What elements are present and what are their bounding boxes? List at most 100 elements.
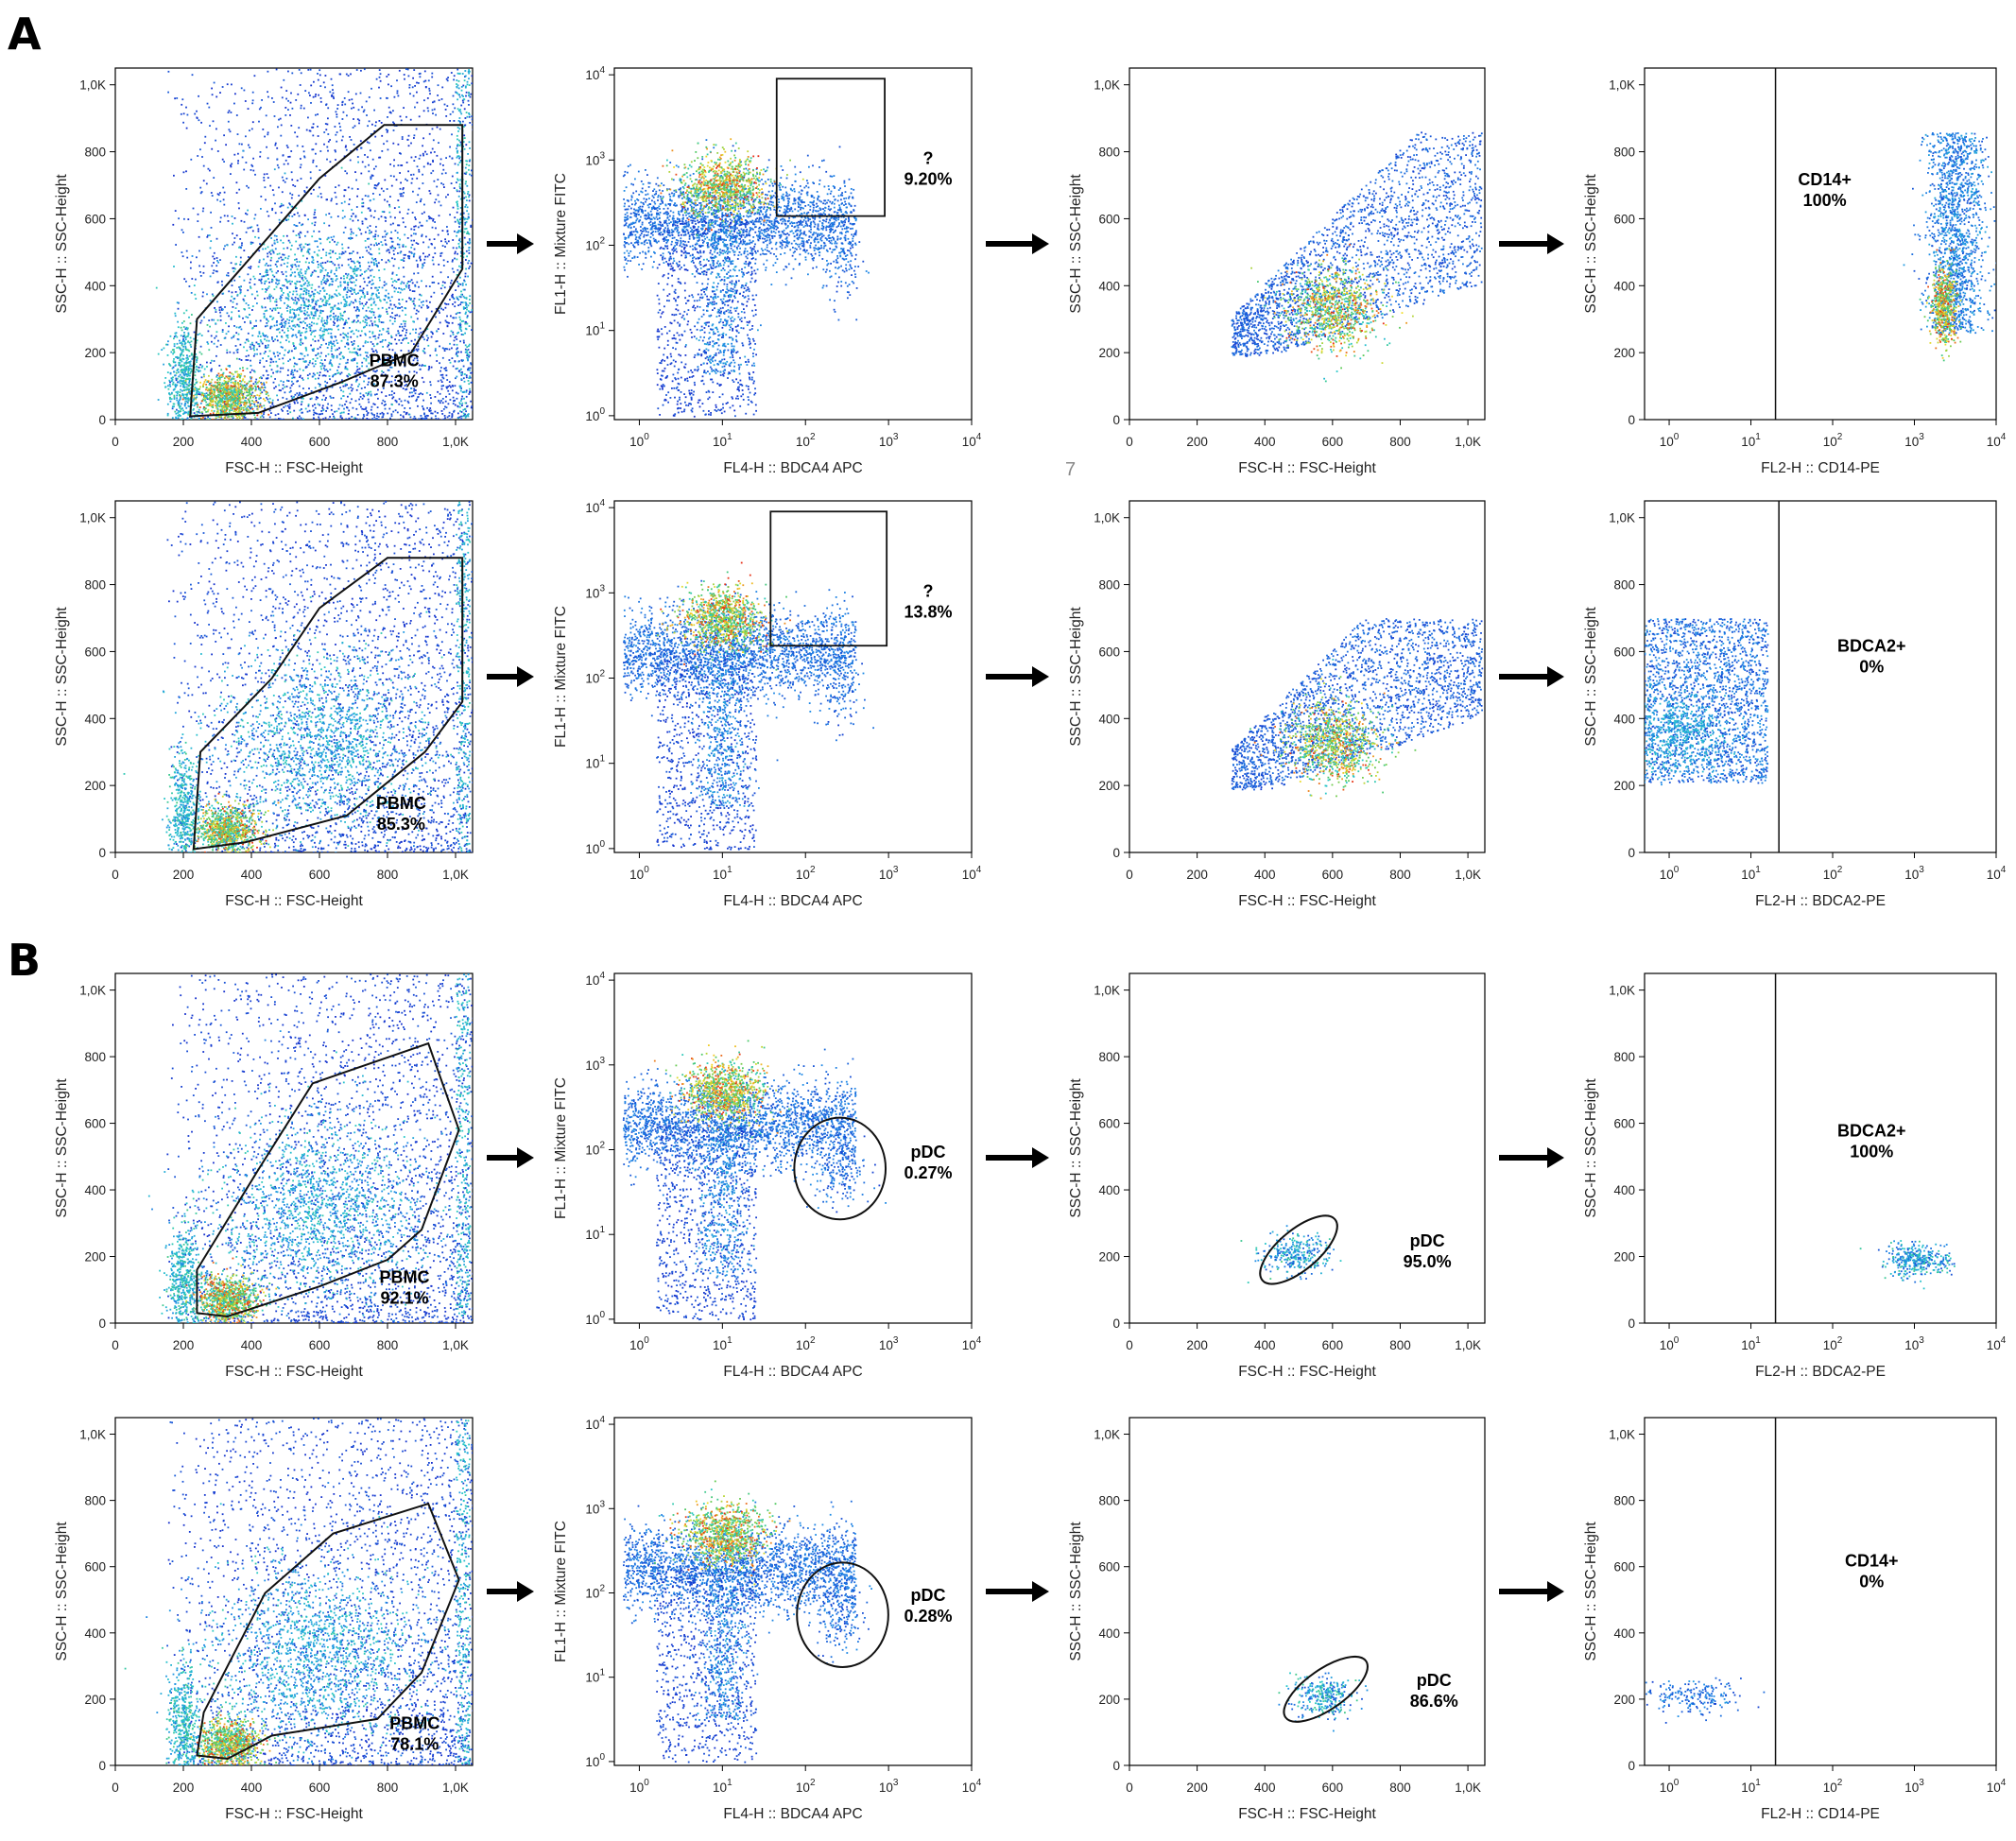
y-tick-label: 1,0K xyxy=(1609,511,1635,525)
x-tick-label: 100 xyxy=(629,1778,649,1795)
y-tick-label: 0 xyxy=(98,846,106,860)
gate-polygon xyxy=(189,124,464,418)
y-tick-label: 600 xyxy=(1098,212,1120,226)
y-tick-label: 0 xyxy=(1628,1759,1635,1773)
y-tick-label: 103 xyxy=(585,1056,605,1073)
x-tick-label: 100 xyxy=(629,432,649,449)
gate-annotation: 0% xyxy=(1859,1573,1884,1592)
gate-polygon xyxy=(196,1502,460,1761)
plot-A2-3: 0 200 400 600 800 1,0K 0 200 400 600 800 1,0K FSC-H … xyxy=(1068,500,1486,909)
gate-rectangle xyxy=(769,510,888,647)
gate-annotation: PBMC xyxy=(389,1713,439,1732)
y-tick-label: 600 xyxy=(1613,212,1635,226)
gate-annotation: CD14+ xyxy=(1798,170,1852,189)
gate-annotation: 9.20% xyxy=(905,169,953,188)
y-tick-label: 104 xyxy=(585,498,605,515)
arrow-icon xyxy=(1499,1147,1564,1168)
x-tick-label: 1,0K xyxy=(442,868,469,882)
gate-annotation: pDC xyxy=(1417,1671,1452,1690)
y-axis-label: FL1-H :: Mixture FITC xyxy=(553,606,569,748)
y-axis-label: SSC-H :: SSC-Height xyxy=(1583,1078,1599,1218)
gate-annotation: pDC xyxy=(911,1143,946,1161)
density-dots xyxy=(155,68,473,420)
x-axis-label: FSC-H :: FSC-Height xyxy=(1238,1364,1376,1380)
gate-annotation: PBMC xyxy=(370,351,420,370)
y-axis-label: SSC-H :: SSC-Height xyxy=(1068,174,1084,314)
panel-label-b: B xyxy=(8,935,41,986)
gate-annotation: 85.3% xyxy=(377,815,425,834)
y-tick-label: 0 xyxy=(1628,1316,1635,1331)
plot-frame xyxy=(613,67,973,421)
x-tick-label: 1,0K xyxy=(442,1781,469,1795)
y-tick-label: 101 xyxy=(585,1668,605,1685)
y-tick-label: 800 xyxy=(84,578,106,593)
x-tick-label: 100 xyxy=(1660,1335,1680,1352)
x-tick-label: 104 xyxy=(1987,865,2007,882)
y-tick-label: 800 xyxy=(84,1050,106,1064)
x-tick-label: 400 xyxy=(1254,435,1276,449)
gate-annotation: 78.1% xyxy=(390,1734,439,1753)
y-axis-label: SSC-H :: SSC-Height xyxy=(54,1522,70,1661)
x-axis-label: FL4-H :: BDCA4 APC xyxy=(723,460,862,476)
x-tick-label: 103 xyxy=(1904,1778,1924,1795)
y-tick-label: 800 xyxy=(1098,1494,1120,1508)
y-tick-label: 101 xyxy=(585,1225,605,1242)
x-tick-label: 100 xyxy=(1660,1778,1680,1795)
density-dots xyxy=(623,561,874,851)
gate-ellipse xyxy=(793,1116,887,1221)
y-tick-label: 102 xyxy=(585,236,605,253)
plot-A1-3: 0 200 400 600 800 1,0K 0 200 400 600 800 1,0K FSC-H … xyxy=(1068,67,1486,476)
y-tick-label: 800 xyxy=(1098,578,1120,593)
arrow-icon xyxy=(487,233,534,254)
x-tick-label: 100 xyxy=(629,1335,649,1352)
arrow-icon xyxy=(986,1581,1049,1602)
x-axis-label: FSC-H :: FSC-Height xyxy=(225,460,363,476)
x-tick-label: 102 xyxy=(1823,1335,1843,1352)
x-tick-label: 0 xyxy=(112,1781,119,1795)
y-tick-label: 0 xyxy=(98,413,106,427)
x-tick-label: 101 xyxy=(1741,865,1761,882)
gate-annotation: 86.6% xyxy=(1410,1692,1458,1711)
x-tick-label: 0 xyxy=(112,1338,119,1352)
x-tick-label: 100 xyxy=(629,865,649,882)
y-tick-label: 101 xyxy=(585,321,605,338)
x-tick-label: 101 xyxy=(1741,1778,1761,1795)
x-tick-label: 1,0K xyxy=(1455,1781,1481,1795)
x-tick-label: 600 xyxy=(1322,1338,1344,1352)
gate-ellipse xyxy=(796,1561,889,1668)
x-tick-label: 200 xyxy=(1186,1338,1208,1352)
x-tick-label: 101 xyxy=(713,1778,732,1795)
y-tick-label: 103 xyxy=(585,150,605,167)
arrow-icon xyxy=(986,666,1049,687)
y-tick-label: 400 xyxy=(84,712,106,726)
y-tick-label: 600 xyxy=(84,212,106,226)
x-tick-label: 102 xyxy=(796,1778,816,1795)
x-tick-label: 400 xyxy=(1254,1338,1276,1352)
y-tick-label: 600 xyxy=(84,1117,106,1131)
axis-ticks: 0 200 400 600 800 1,0K 0 200 400 600 800 1,0K xyxy=(1094,511,1481,882)
y-tick-label: 400 xyxy=(1098,1183,1120,1197)
plot-B1-1: 0 200 400 600 800 1,0K 0 200 400 600 800 1,0K FSC-H … xyxy=(54,972,474,1380)
x-tick-label: 0 xyxy=(1126,1781,1133,1795)
density-dots xyxy=(1903,132,1996,362)
y-tick-label: 800 xyxy=(84,1494,106,1508)
gate-annotation: 0.27% xyxy=(905,1163,953,1182)
axis-ticks: 0 200 400 600 800 1,0K 0 200 400 600 800 1,0K xyxy=(79,78,469,449)
density-dots xyxy=(622,138,870,418)
x-tick-label: 600 xyxy=(309,1338,331,1352)
gate-annotation: 95.0% xyxy=(1404,1252,1452,1271)
plot-frame xyxy=(1129,67,1486,421)
y-tick-label: 400 xyxy=(1098,1626,1120,1641)
arrow-icon xyxy=(487,1581,534,1602)
x-axis-label: FL2-H :: BDCA2-PE xyxy=(1755,1364,1886,1380)
axis-ticks: 0 200 400 600 800 1,0K 0 200 400 600 800 1,0K xyxy=(79,1428,469,1795)
y-tick-label: 0 xyxy=(1112,413,1120,427)
gate-annotation: BDCA2+ xyxy=(1837,636,1906,655)
x-axis-label: FL4-H :: BDCA4 APC xyxy=(723,1364,862,1380)
y-tick-label: 200 xyxy=(1613,1250,1635,1265)
y-tick-label: 400 xyxy=(1613,1626,1635,1641)
